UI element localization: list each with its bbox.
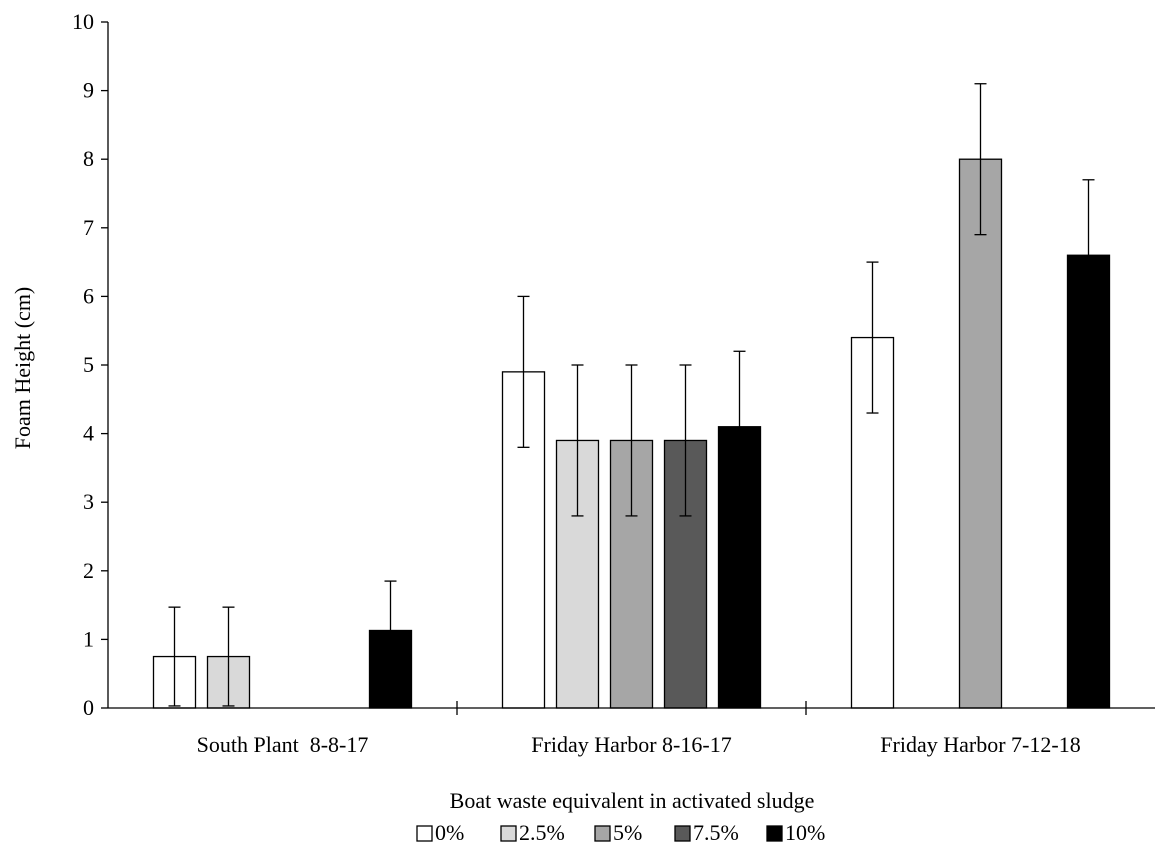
error-bar	[625, 364, 638, 517]
y-tick-label: 1	[83, 626, 94, 651]
legend-label: 10%	[785, 820, 825, 845]
legend-item-0pct: 0%	[416, 820, 464, 845]
y-tick-label: 10	[72, 9, 94, 34]
y-tick-label: 6	[83, 283, 94, 308]
error-bar	[384, 580, 397, 681]
error-bar	[974, 83, 987, 236]
legend-swatch	[416, 825, 433, 842]
y-tick-label: 9	[83, 78, 94, 103]
error-bar	[517, 295, 530, 448]
y-axis-title: Foam Height (cm)	[10, 287, 35, 450]
legend-item-7-5pct: 7.5%	[674, 820, 739, 845]
category-label: South Plant 8-8-17	[197, 732, 369, 757]
legend-item-2-5pct: 2.5%	[500, 820, 565, 845]
legend-item-5pct: 5%	[594, 820, 642, 845]
y-tick-label: 8	[83, 146, 94, 171]
x-axis-title: Boat waste equivalent in activated sludg…	[450, 788, 815, 813]
error-bars	[168, 83, 1095, 707]
error-bar	[222, 606, 235, 707]
error-bar	[866, 261, 879, 414]
category-labels: South Plant 8-8-17 Friday Harbor 8-16-17 F…	[197, 732, 1081, 757]
category-label: Friday Harbor 7-12-18	[880, 732, 1080, 757]
y-tick-label: 0	[83, 695, 94, 720]
error-bar	[733, 350, 746, 503]
y-tick-label: 3	[83, 489, 94, 514]
category-label: Friday Harbor 8-16-17	[531, 732, 731, 757]
legend-swatch	[674, 825, 691, 842]
y-tick-label: 5	[83, 352, 94, 377]
legend-swatch	[594, 825, 611, 842]
error-bar	[168, 606, 181, 707]
bar-5pct-3	[958, 158, 1003, 709]
y-axis-ticks: 0 1 2 3 4 5 6 7 8 9 10	[72, 9, 108, 720]
legend-label: 2.5%	[519, 820, 565, 845]
y-tick-label: 7	[83, 215, 94, 240]
legend-swatch	[766, 825, 783, 842]
legend-label: 5%	[613, 820, 642, 845]
error-bar	[571, 364, 584, 517]
legend: 0% 2.5% 5% 7.5% 10%	[416, 820, 825, 845]
legend-label: 7.5%	[693, 820, 739, 845]
legend-item-10pct: 10%	[766, 820, 825, 845]
error-bar	[1082, 179, 1095, 332]
legend-swatch	[500, 825, 517, 842]
y-tick-label: 2	[83, 558, 94, 583]
error-bar	[679, 364, 692, 517]
y-tick-label: 4	[83, 421, 94, 446]
legend-label: 0%	[435, 820, 464, 845]
axes	[107, 22, 1155, 715]
